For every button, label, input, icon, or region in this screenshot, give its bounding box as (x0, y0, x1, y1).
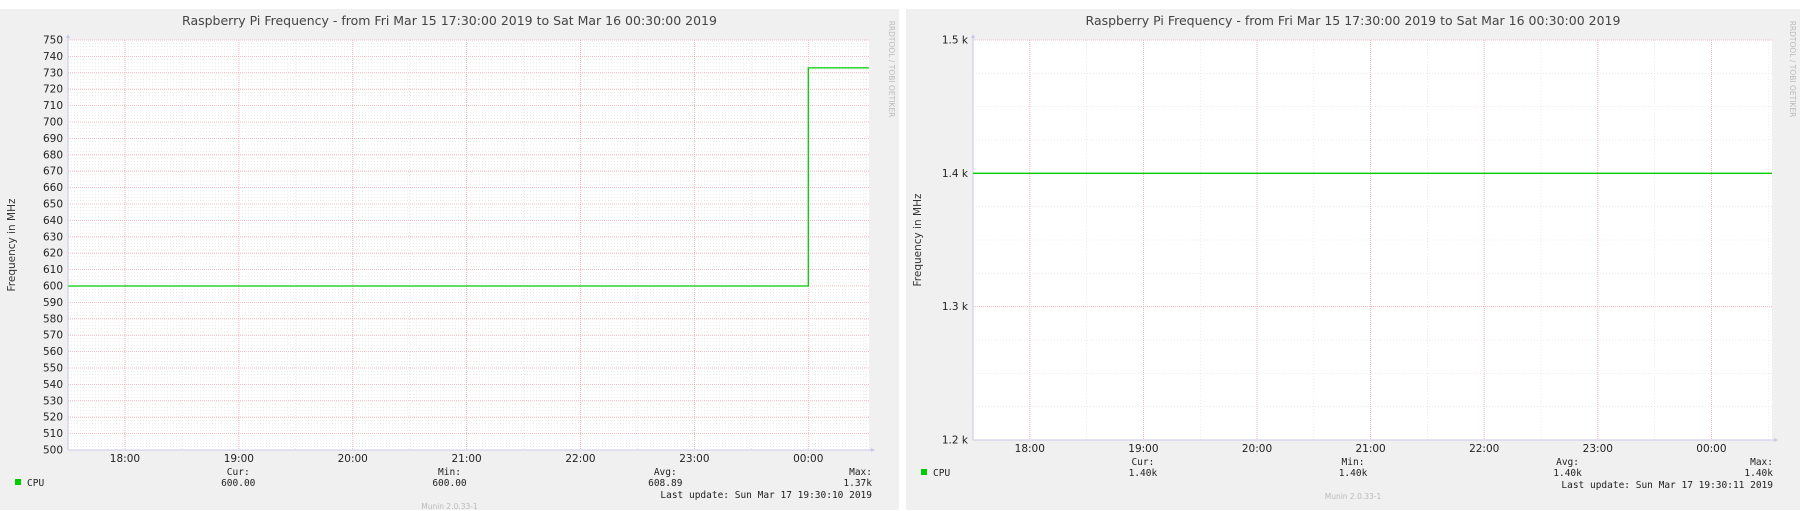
chart-right: 1.2 k 1.3 k 1.4 k 1.5 k 18:00 19:00 20:00 21:00… (912, 13, 1797, 501)
legend-header: Max: (849, 467, 872, 478)
x-tick-label: 19:00 (224, 453, 254, 465)
y-axis-label: Frequency in MHz (912, 193, 924, 286)
legend-value: 1.40k (1553, 468, 1582, 479)
y-tick-label: 550 (43, 363, 63, 375)
y-tick-label: 590 (43, 297, 63, 309)
chart-title: Raspberry Pi Frequency - from Fri Mar 15… (182, 13, 717, 28)
y-tick-label: 580 (43, 313, 63, 325)
y-tick-label: 500 (43, 445, 63, 457)
y-tick-label: 720 (43, 84, 63, 96)
x-tick-label: 19:00 (1128, 443, 1158, 455)
y-axis-arrow (971, 34, 975, 38)
plot-area (68, 40, 869, 450)
y-tick-label: 660 (43, 182, 63, 194)
x-tick-label: 23:00 (679, 453, 709, 465)
x-tick-label: 21:00 (451, 453, 481, 465)
x-axis-arrow (871, 448, 875, 452)
y-tick-label: 540 (43, 379, 63, 391)
footer-version: Munin 2.0.33-1 (421, 502, 478, 510)
y-tick-label: 750 (43, 35, 63, 47)
legend-value: 1.37k (843, 478, 872, 489)
y-tick-label: 690 (43, 133, 63, 145)
y-tick-label: 740 (43, 51, 63, 63)
legend-header: Min: (1342, 457, 1365, 468)
legend-swatch (15, 479, 21, 485)
y-tick-label: 630 (43, 231, 63, 243)
legend-header: Min: (438, 467, 461, 478)
y-axis-arrow (66, 34, 70, 38)
y-tick-label: 510 (43, 428, 63, 440)
legend-header: Avg: (654, 467, 677, 478)
y-tick-label: 640 (43, 215, 63, 227)
x-tick-label: 21:00 (1355, 443, 1385, 455)
y-tick-label: 680 (43, 149, 63, 161)
x-tick-label: 23:00 (1583, 443, 1613, 455)
footer-version: Munin 2.0.33-1 (1325, 492, 1382, 501)
legend-value: 1.40k (1744, 468, 1773, 479)
chart-left: 500 510 520 530 540 550 560 570 580 590 600 610 620 6… (6, 13, 896, 510)
y-tick-label: 730 (43, 67, 63, 79)
legend-header: Max: (1750, 457, 1773, 468)
y-tick-label: 600 (43, 281, 63, 293)
y-axis-label: Frequency in MHz (6, 198, 18, 291)
watermark: RRDTOOL / TOBI OETIKER (887, 21, 896, 118)
last-update: Last update: Sun Mar 17 19:30:11 2019 (1561, 480, 1773, 491)
legend-value: 608.89 (648, 478, 683, 489)
y-tick-label: 560 (43, 346, 63, 358)
legend-header: Avg: (1556, 457, 1579, 468)
last-update: Last update: Sun Mar 17 19:30:10 2019 (660, 490, 872, 501)
chart-panel-left: 500 510 520 530 540 550 560 570 580 590 600 610 620 6… (0, 9, 899, 510)
y-tick-label: 1.4 k (942, 168, 969, 180)
x-tick-label: 22:00 (565, 453, 595, 465)
legend-series-name: CPU (27, 478, 44, 489)
y-tick-label: 620 (43, 248, 63, 260)
x-tick-label: 00:00 (793, 453, 823, 465)
legend-value: 1.40k (1339, 468, 1368, 479)
chart-title: Raspberry Pi Frequency - from Fri Mar 15… (1086, 13, 1621, 28)
x-tick-label: 18:00 (1015, 443, 1045, 455)
legend-value: 600.00 (432, 478, 467, 489)
legend-swatch (921, 469, 927, 475)
y-tick-label: 530 (43, 395, 63, 407)
y-tick-label: 520 (43, 412, 63, 424)
legend-value: 1.40k (1129, 468, 1158, 479)
y-tick-label: 1.5 k (942, 35, 969, 47)
y-tick-label: 610 (43, 264, 63, 276)
watermark: RRDTOOL / TOBI OETIKER (1788, 21, 1797, 118)
x-axis-arrow (1774, 438, 1778, 442)
x-tick-label: 20:00 (338, 453, 368, 465)
y-tick-label: 1.2 k (942, 435, 969, 447)
y-tick-label: 710 (43, 100, 63, 112)
legend-series-name: CPU (933, 468, 950, 479)
y-tick-label: 650 (43, 199, 63, 211)
x-tick-label: 00:00 (1696, 443, 1726, 455)
legend-header: Cur: (1131, 457, 1154, 468)
y-tick-label: 1.3 k (942, 301, 969, 313)
legend-value: 600.00 (221, 478, 256, 489)
x-tick-label: 22:00 (1469, 443, 1499, 455)
y-tick-label: 570 (43, 330, 63, 342)
series-line-cpu (68, 67, 869, 287)
legend-header: Cur: (227, 467, 250, 478)
x-tick-label: 20:00 (1242, 443, 1272, 455)
y-tick-label: 700 (43, 117, 63, 129)
x-tick-label: 18:00 (110, 453, 140, 465)
y-tick-label: 670 (43, 166, 63, 178)
chart-panel-right: 1.2 k 1.3 k 1.4 k 1.5 k 18:00 19:00 20:00 21:00… (906, 9, 1800, 510)
